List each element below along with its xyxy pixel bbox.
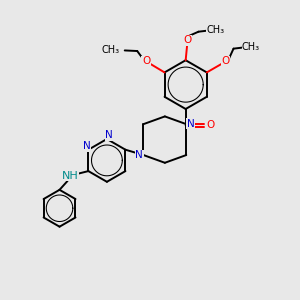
Text: N: N [135,150,143,160]
Text: O: O [222,56,230,66]
Text: NH: NH [61,171,78,181]
Text: CH₃: CH₃ [102,45,120,55]
Text: CH₃: CH₃ [207,25,225,35]
Text: O: O [142,56,150,66]
Text: N: N [105,130,113,140]
Text: CH₃: CH₃ [242,42,260,52]
Text: N: N [83,141,91,151]
Text: O: O [206,120,214,130]
Text: O: O [183,35,192,45]
Text: N: N [187,119,194,129]
